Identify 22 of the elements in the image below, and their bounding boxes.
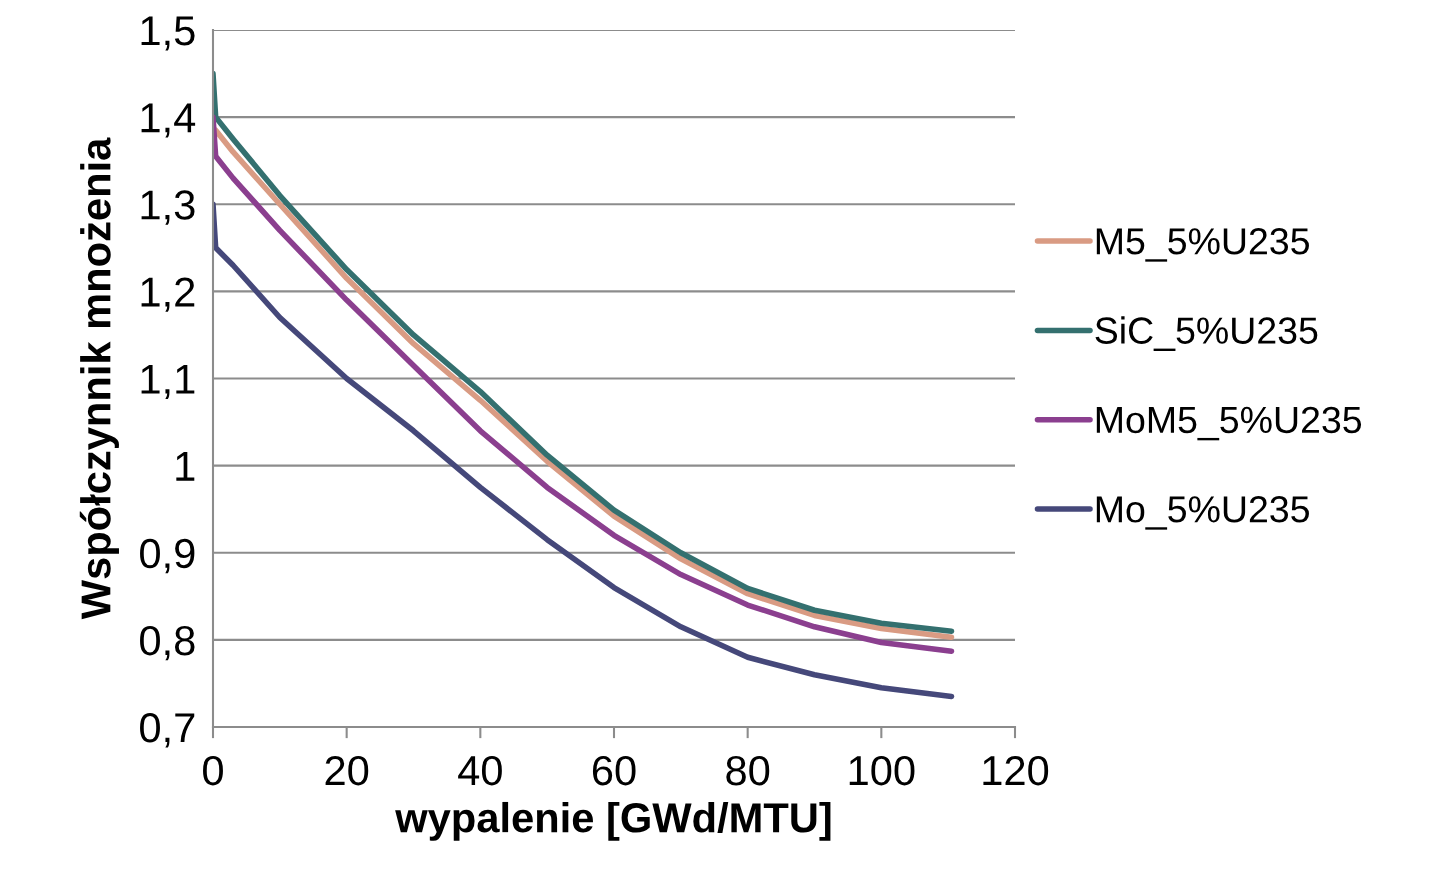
y-tick-label: 1,1 [141, 364, 195, 399]
x-axis-title: wypalenie [GWd/MTU] [395, 801, 831, 841]
x-tick-label: 0 [203, 755, 223, 786]
y-tick-label: 1 [176, 452, 195, 481]
x-tick-label: 40 [458, 755, 502, 786]
x-tick-label: 60 [592, 755, 636, 786]
x-tick-label: 100 [849, 755, 915, 786]
x-tick-label: 20 [325, 755, 369, 786]
legend-label: SiC_5%U235 [1095, 316, 1318, 351]
y-tick-label: 0,9 [140, 538, 195, 574]
y-tick-label: 1,5 [141, 16, 195, 51]
y-tick-label: 1,4 [141, 103, 196, 138]
y-tick-label: 0,7 [140, 713, 195, 748]
y-tick-label: 0,8 [140, 625, 195, 661]
y-tick-label: 1,2 [141, 277, 195, 312]
y-axis-title: Współczynnik mnożenia [79, 137, 119, 620]
legend-label: Mo_5%U235 [1096, 496, 1309, 530]
legend-label: MoM5_5%U235 [1096, 406, 1362, 441]
y-tick-label: 1,3 [141, 190, 195, 225]
x-tick-label: 120 [983, 755, 1049, 786]
legend-label: M5_5%U235 [1096, 228, 1309, 262]
x-tick-label: 80 [726, 755, 770, 786]
